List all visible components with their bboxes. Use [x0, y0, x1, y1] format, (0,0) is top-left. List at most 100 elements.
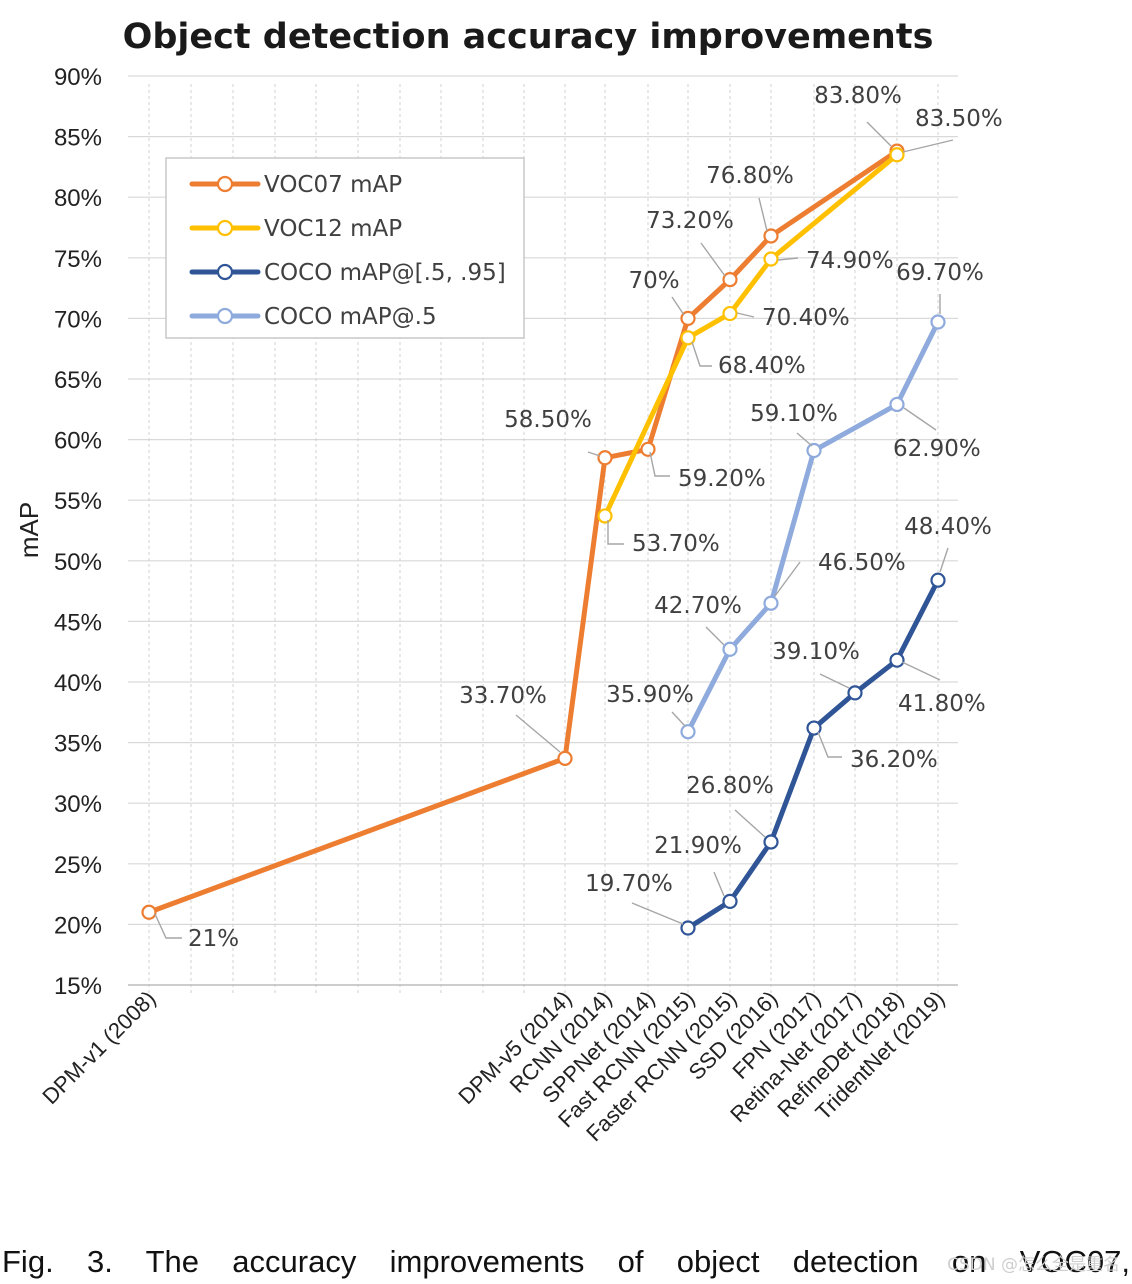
data-label: 42.70%	[654, 593, 742, 619]
y-tick-label: 25%	[54, 852, 102, 879]
legend-label: COCO mAP@[.5, .95]	[264, 260, 506, 286]
y-tick-label: 15%	[54, 973, 102, 1000]
data-point	[722, 893, 738, 909]
series-group	[141, 143, 946, 936]
leader-line	[691, 341, 712, 367]
data-point	[557, 750, 573, 766]
data-label: 59.20%	[678, 466, 766, 492]
data-point	[889, 396, 905, 413]
data-point	[722, 305, 738, 322]
data-point	[930, 572, 946, 588]
data-label: 33.70%	[459, 683, 547, 709]
data-point	[141, 904, 157, 920]
leader-line	[819, 673, 850, 689]
data-point	[640, 441, 656, 457]
leader-line	[649, 451, 670, 477]
data-point	[722, 272, 738, 288]
data-label: 68.40%	[718, 353, 806, 379]
data-label: 39.10%	[772, 639, 860, 665]
chart-title: Object detection accuracy improvements	[123, 17, 934, 57]
data-point	[680, 310, 696, 326]
leader-line	[777, 257, 799, 261]
data-point	[722, 641, 738, 657]
data-point	[763, 595, 779, 611]
data-label: 26.80%	[686, 773, 774, 799]
data-point	[847, 685, 863, 701]
y-tick-label: 90%	[54, 64, 102, 91]
data-label: 83.80%	[814, 83, 902, 109]
y-tick-label: 45%	[54, 609, 102, 636]
leader-line	[902, 139, 954, 153]
data-labels: 21% 33.70% 58.50% 59.20% 70% 73.20% 76.80% 83.8…	[154, 83, 1003, 952]
legend: VOC07 mAP VOC12 mAP COCO mAP@[.5, .95] COCO…	[165, 157, 525, 339]
data-point	[763, 251, 779, 267]
data-point	[889, 147, 905, 163]
y-tick-label: 85%	[54, 125, 102, 152]
x-ticks: DPM-v1 (2008) DPM-v5 (2014)RCNN (2014)SPP…	[37, 986, 949, 1146]
y-tick-label: 55%	[54, 488, 102, 515]
legend-swatch-marker	[216, 263, 234, 281]
leader-line	[515, 714, 561, 753]
x-tick-label: DPM-v1 (2008)	[37, 986, 160, 1109]
data-label: 83.50%	[915, 106, 1003, 132]
leader-line	[796, 432, 813, 447]
legend-label: VOC12 mAP	[264, 216, 402, 242]
legend-label: VOC07 mAP	[264, 172, 402, 198]
data-point	[763, 228, 779, 244]
data-point	[680, 330, 696, 346]
legend-swatch-marker	[216, 307, 234, 325]
data-point	[597, 450, 613, 466]
leader-line	[939, 547, 949, 573]
leader-line	[736, 312, 755, 318]
data-label: 58.50%	[504, 407, 592, 433]
leader-line	[154, 913, 182, 939]
leader-line	[671, 711, 686, 727]
leader-line	[700, 242, 726, 277]
data-point	[680, 724, 696, 740]
data-point	[889, 652, 905, 668]
data-point	[680, 920, 696, 936]
data-point	[806, 720, 822, 736]
watermark: CSDN @怎么全是重名	[947, 1255, 1120, 1275]
data-label: 19.70%	[585, 871, 673, 897]
y-tick-label: 30%	[54, 791, 102, 818]
data-point	[806, 442, 822, 459]
y-tick-label: 20%	[54, 912, 102, 939]
data-label: 35.90%	[606, 682, 694, 708]
leader-line	[607, 520, 624, 545]
y-axis-label: mAP	[14, 502, 44, 558]
y-tick-label: 75%	[54, 246, 102, 273]
data-point	[597, 508, 613, 524]
data-label: 46.50%	[818, 550, 906, 576]
legend-label: COCO mAP@.5	[264, 304, 437, 330]
data-label: 73.20%	[646, 208, 734, 234]
data-label: 62.90%	[893, 436, 981, 462]
data-label: 21%	[188, 926, 239, 952]
y-ticks: 15% 20% 25% 30% 35% 40% 45% 50% 55% 60% 65% 70% 75% 8…	[54, 64, 102, 1000]
y-tick-label: 40%	[54, 670, 102, 697]
data-label: 41.80%	[898, 691, 986, 717]
y-tick-label: 65%	[54, 367, 102, 394]
series-line	[685, 319, 941, 735]
leader-line	[705, 626, 725, 646]
data-label: 53.70%	[632, 531, 720, 557]
y-tick-label: 35%	[54, 731, 102, 758]
y-tick-label: 70%	[54, 306, 102, 333]
data-label: 76.80%	[706, 163, 794, 189]
y-tick-label: 50%	[54, 549, 102, 576]
leader-line	[866, 121, 892, 147]
figure-caption: Fig. 3. The accuracy improvements of obj…	[2, 1244, 1130, 1279]
chart: Object detection accuracy improvements m…	[14, 17, 1003, 1146]
leader-line	[713, 871, 725, 897]
leader-line	[817, 731, 842, 758]
leader-line	[671, 296, 685, 316]
data-point	[763, 834, 779, 850]
legend-swatch-marker	[216, 219, 234, 237]
leader-line	[734, 809, 766, 838]
data-label: 48.40%	[904, 514, 992, 540]
data-label: 21.90%	[654, 833, 742, 859]
leader-line	[587, 451, 601, 457]
y-tick-label: 80%	[54, 185, 102, 212]
data-label: 59.10%	[750, 401, 838, 427]
data-point	[930, 314, 946, 330]
